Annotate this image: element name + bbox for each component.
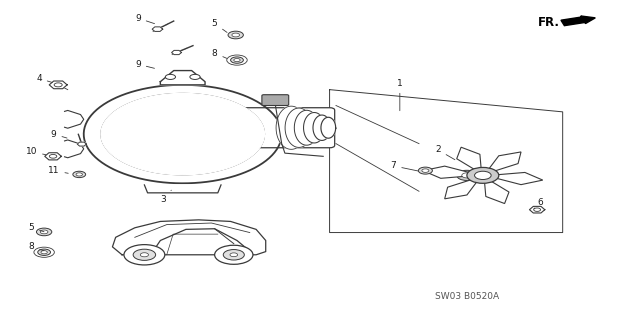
- Polygon shape: [276, 106, 307, 149]
- Text: 3: 3: [161, 190, 172, 204]
- Polygon shape: [321, 117, 335, 138]
- Polygon shape: [77, 142, 86, 146]
- Polygon shape: [49, 81, 67, 89]
- Circle shape: [474, 171, 491, 180]
- Circle shape: [190, 74, 200, 79]
- Text: 8: 8: [212, 48, 227, 58]
- FancyBboxPatch shape: [235, 108, 335, 148]
- Circle shape: [234, 58, 240, 62]
- Circle shape: [38, 249, 51, 256]
- Polygon shape: [172, 50, 182, 55]
- FancyBboxPatch shape: [262, 95, 289, 106]
- Circle shape: [457, 170, 477, 181]
- Polygon shape: [529, 206, 545, 213]
- Polygon shape: [484, 181, 509, 204]
- Text: SW03 B0520A: SW03 B0520A: [435, 292, 499, 301]
- Polygon shape: [152, 27, 163, 31]
- Circle shape: [232, 33, 239, 37]
- Polygon shape: [489, 152, 521, 171]
- Text: 8: 8: [28, 242, 44, 251]
- Text: 1: 1: [397, 79, 403, 111]
- Polygon shape: [145, 185, 221, 193]
- Circle shape: [214, 245, 253, 264]
- Circle shape: [40, 230, 48, 234]
- Circle shape: [467, 167, 499, 183]
- Circle shape: [422, 169, 429, 172]
- Circle shape: [76, 173, 83, 176]
- Polygon shape: [294, 110, 319, 145]
- Polygon shape: [113, 220, 266, 255]
- Text: 5: 5: [212, 19, 227, 33]
- FancyArrow shape: [561, 16, 595, 26]
- Polygon shape: [285, 108, 313, 147]
- Text: 9: 9: [51, 130, 67, 138]
- Circle shape: [165, 74, 175, 79]
- Circle shape: [230, 253, 237, 257]
- Text: 10: 10: [26, 147, 46, 156]
- Text: 2: 2: [435, 145, 455, 160]
- Polygon shape: [65, 140, 84, 158]
- Circle shape: [36, 228, 52, 236]
- Text: FR.: FR.: [538, 16, 559, 29]
- Text: 9: 9: [135, 14, 154, 24]
- Circle shape: [223, 249, 244, 260]
- Text: 4: 4: [36, 74, 52, 83]
- Polygon shape: [45, 153, 61, 160]
- Circle shape: [124, 245, 165, 265]
- Circle shape: [462, 173, 472, 178]
- Polygon shape: [445, 180, 477, 199]
- Text: 7: 7: [390, 161, 418, 171]
- Circle shape: [133, 249, 156, 260]
- Polygon shape: [313, 115, 331, 140]
- Polygon shape: [423, 166, 470, 178]
- Polygon shape: [161, 70, 205, 85]
- Circle shape: [140, 253, 148, 257]
- Text: 9: 9: [135, 60, 154, 69]
- Text: 6: 6: [534, 198, 543, 209]
- Text: 11: 11: [48, 166, 68, 175]
- Text: 5: 5: [28, 223, 44, 232]
- Circle shape: [419, 167, 433, 174]
- Polygon shape: [457, 147, 481, 170]
- Circle shape: [228, 31, 243, 39]
- Circle shape: [230, 57, 243, 63]
- Circle shape: [73, 171, 86, 178]
- Polygon shape: [303, 113, 325, 143]
- Polygon shape: [496, 173, 543, 185]
- Polygon shape: [84, 85, 282, 183]
- Polygon shape: [65, 110, 84, 128]
- Circle shape: [41, 251, 47, 254]
- Polygon shape: [101, 93, 264, 175]
